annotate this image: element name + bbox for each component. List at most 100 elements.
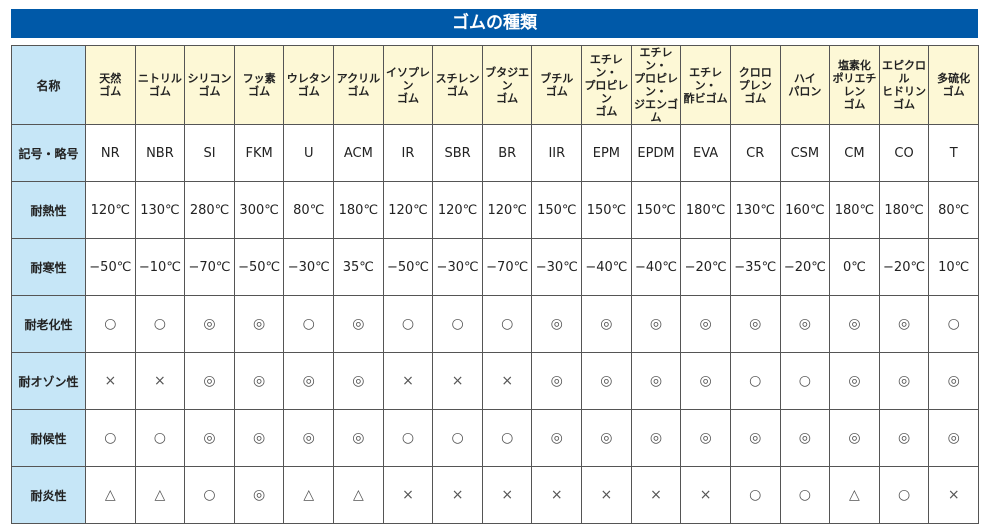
row-label: 耐寒性 bbox=[11, 238, 86, 296]
rubber-name-header: エピクロル ヒドリン ゴム bbox=[878, 45, 930, 125]
rating-cell: ○ bbox=[928, 295, 979, 353]
value-cell: −30℃ bbox=[432, 238, 483, 296]
rating-cell: × bbox=[928, 466, 979, 524]
value-cell: −20℃ bbox=[680, 238, 731, 296]
value-cell: T bbox=[928, 124, 979, 182]
value-cell: −10℃ bbox=[134, 238, 186, 296]
rating-cell: × bbox=[581, 466, 632, 524]
rubber-name-header: ハイ パロン bbox=[779, 45, 831, 125]
rubber-name-header: ウレタン ゴム bbox=[283, 45, 335, 125]
rating-cell: ○ bbox=[481, 409, 533, 467]
value-cell: IR bbox=[382, 124, 434, 182]
rubber-name-header: イソプレン ゴム bbox=[382, 45, 434, 125]
rating-cell: △ bbox=[283, 466, 335, 524]
value-cell: 180℃ bbox=[878, 181, 930, 239]
row-aging-resistance: 耐老化性 ○ ○ ◎ ◎ ○ ◎ ○ ○ ○ ◎ ◎ ◎ ◎ ◎ ◎ ◎ ◎ ○ bbox=[11, 295, 979, 353]
row-code: 記号・略号 NR NBR SI FKM U ACM IR SBR BR IIR EPM EPDM EVA C… bbox=[11, 124, 979, 182]
rating-cell: ◎ bbox=[779, 295, 831, 353]
rubber-name-header: アクリル ゴム bbox=[333, 45, 384, 125]
value-cell: −50℃ bbox=[85, 238, 136, 296]
value-cell: −20℃ bbox=[878, 238, 930, 296]
rating-cell: ◎ bbox=[829, 409, 880, 467]
value-cell: NR bbox=[85, 124, 136, 182]
rating-cell: ◎ bbox=[779, 409, 831, 467]
value-cell: 150℃ bbox=[581, 181, 632, 239]
rating-cell: × bbox=[432, 352, 483, 410]
rating-cell: ◎ bbox=[233, 295, 285, 353]
rating-cell: ○ bbox=[382, 409, 434, 467]
rating-cell: ◎ bbox=[878, 352, 930, 410]
value-cell: 160℃ bbox=[779, 181, 831, 239]
rating-cell: × bbox=[134, 352, 186, 410]
rubber-types-table: 名称 天然 ゴム ニトリル ゴム シリコン ゴム フッ素 ゴム ウレタン ゴム アクリル ゴ… bbox=[11, 45, 979, 524]
rating-cell: ◎ bbox=[184, 409, 235, 467]
rubber-name-header: 多硫化 ゴム bbox=[928, 45, 979, 125]
row-weather-resistance: 耐候性 ○ ○ ◎ ◎ ◎ ◎ ○ ○ ○ ◎ ◎ ◎ ◎ ◎ ◎ ◎ ◎ ◎ bbox=[11, 409, 979, 467]
rating-cell: ◎ bbox=[333, 352, 384, 410]
value-cell: SI bbox=[184, 124, 235, 182]
value-cell: 300℃ bbox=[233, 181, 285, 239]
rating-cell: ◎ bbox=[829, 295, 880, 353]
value-cell: 120℃ bbox=[382, 181, 434, 239]
rating-cell: ◎ bbox=[729, 295, 781, 353]
row-label: 耐老化性 bbox=[11, 295, 86, 353]
value-cell: −50℃ bbox=[382, 238, 434, 296]
rating-cell: ○ bbox=[779, 352, 831, 410]
rating-cell: ◎ bbox=[729, 409, 781, 467]
value-cell: 180℃ bbox=[829, 181, 880, 239]
value-cell: 180℃ bbox=[680, 181, 731, 239]
value-cell: 130℃ bbox=[729, 181, 781, 239]
rating-cell: ◎ bbox=[233, 352, 285, 410]
value-cell: 120℃ bbox=[432, 181, 483, 239]
row-label: 耐候性 bbox=[11, 409, 86, 467]
value-cell: FKM bbox=[233, 124, 285, 182]
rubber-name-header: ブチル ゴム bbox=[531, 45, 583, 125]
rating-cell: × bbox=[382, 466, 434, 524]
value-cell: 280℃ bbox=[184, 181, 235, 239]
value-cell: CSM bbox=[779, 124, 831, 182]
rating-cell: △ bbox=[333, 466, 384, 524]
rating-cell: ◎ bbox=[531, 352, 583, 410]
value-cell: −40℃ bbox=[630, 238, 682, 296]
rating-cell: ○ bbox=[382, 295, 434, 353]
value-cell: 80℃ bbox=[283, 181, 335, 239]
rating-cell: × bbox=[481, 352, 533, 410]
value-cell: IIR bbox=[531, 124, 583, 182]
rating-cell: × bbox=[481, 466, 533, 524]
rating-cell: ○ bbox=[729, 352, 781, 410]
rubber-name-header: エチレン・ プロピレン ゴム bbox=[581, 45, 632, 125]
rubber-name-header: ブタジエン ゴム bbox=[481, 45, 533, 125]
row-label: 耐炎性 bbox=[11, 466, 86, 524]
rating-cell: × bbox=[531, 466, 583, 524]
rubber-name-header: 天然 ゴム bbox=[85, 45, 136, 125]
rubber-name-header: ニトリル ゴム bbox=[134, 45, 186, 125]
rating-cell: ◎ bbox=[630, 352, 682, 410]
value-cell: 120℃ bbox=[85, 181, 136, 239]
value-cell: 80℃ bbox=[928, 181, 979, 239]
rating-cell: × bbox=[382, 352, 434, 410]
value-cell: EVA bbox=[680, 124, 731, 182]
row-cold-resistance: 耐寒性 −50℃ −10℃ −70℃ −50℃ −30℃ 35℃ −50℃ −30℃ −70℃ −3… bbox=[11, 238, 979, 296]
rating-cell: ◎ bbox=[333, 409, 384, 467]
rating-cell: ○ bbox=[779, 466, 831, 524]
value-cell: −70℃ bbox=[481, 238, 533, 296]
rating-cell: ◎ bbox=[184, 295, 235, 353]
value-cell: −35℃ bbox=[729, 238, 781, 296]
rubber-name-header: 塩素化 ポリエチレン ゴム bbox=[829, 45, 880, 125]
rating-cell: △ bbox=[134, 466, 186, 524]
rating-cell: × bbox=[630, 466, 682, 524]
rating-cell: ◎ bbox=[184, 352, 235, 410]
rating-cell: ◎ bbox=[878, 295, 930, 353]
row-label: 名称 bbox=[11, 45, 86, 125]
value-cell: −70℃ bbox=[184, 238, 235, 296]
rating-cell: ◎ bbox=[581, 352, 632, 410]
value-cell: −20℃ bbox=[779, 238, 831, 296]
page-title: ゴムの種類 bbox=[11, 9, 978, 38]
rubber-name-header: エチレン・ プロピレン・ ジエンゴム bbox=[630, 45, 682, 125]
value-cell: U bbox=[283, 124, 335, 182]
rating-cell: ○ bbox=[878, 466, 930, 524]
value-cell: −40℃ bbox=[581, 238, 632, 296]
rating-cell: ◎ bbox=[630, 409, 682, 467]
rating-cell: ◎ bbox=[333, 295, 384, 353]
value-cell: −30℃ bbox=[283, 238, 335, 296]
